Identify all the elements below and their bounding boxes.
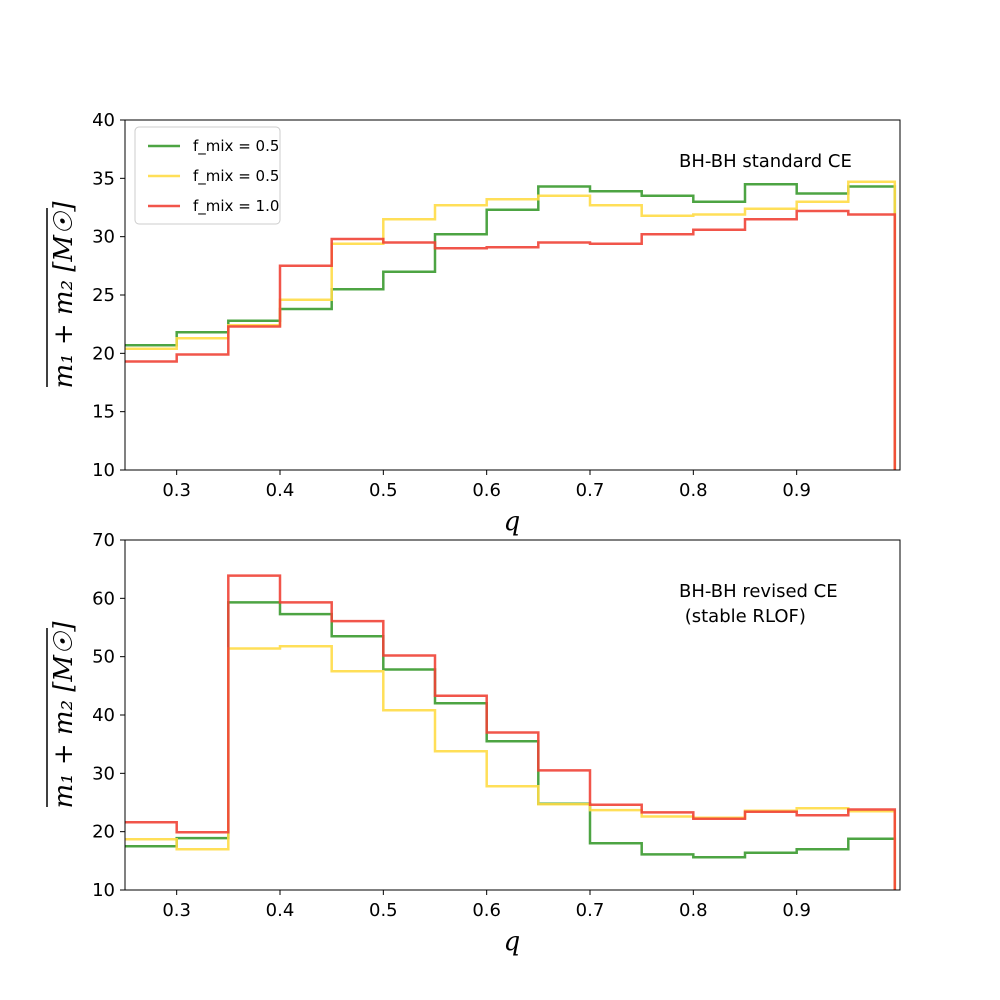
top-ytick-label: 35 xyxy=(92,168,115,189)
bottom-ytick-label: 60 xyxy=(92,588,115,609)
top-xtick-label: 0.9 xyxy=(782,480,811,501)
top-ylabel: m₁ + m₂ [M☉] xyxy=(49,201,79,389)
top-xtick-label: 0.3 xyxy=(162,480,191,501)
bottom-series-lines xyxy=(125,574,897,890)
top-series-red-line xyxy=(125,209,897,470)
bottom-xtick-label: 0.4 xyxy=(266,900,295,921)
bottom-ytick-label: 50 xyxy=(92,647,115,668)
bottom-ytick-label: 10 xyxy=(92,880,115,901)
bottom-xtick-label: 0.3 xyxy=(162,900,191,921)
bottom-xtick-label: 0.6 xyxy=(472,900,501,921)
top-xtick-label: 0.6 xyxy=(472,480,501,501)
top-ytick-label: 20 xyxy=(92,343,115,364)
top-xtick-label: 0.5 xyxy=(369,480,398,501)
legend-label-green: f_mix = 0.5 xyxy=(193,137,279,156)
top-ytick-label: 30 xyxy=(92,227,115,248)
bottom-ytick-label: 30 xyxy=(92,763,115,784)
top-ticks: 0.3 0.4 0.5 0.6 0.7 0.8 0.9 10 15 20 25 30 35 40 xyxy=(92,110,811,501)
top-ytick-label: 10 xyxy=(92,460,115,481)
bottom-xlabel: q xyxy=(504,927,521,957)
top-annotation: BH-BH standard CE xyxy=(679,151,852,172)
bottom-series-red-line xyxy=(125,574,897,890)
legend-label-red: f_mix = 1.0 xyxy=(193,197,279,216)
bottom-annotation-line-1: BH-BH revised CE xyxy=(679,581,838,602)
bottom-ytick-label: 20 xyxy=(92,822,115,843)
legend: f_mix = 0.5 f_mix = 0.5 f_mix = 1.0 xyxy=(134,126,281,225)
bottom-xtick-label: 0.9 xyxy=(782,900,811,921)
bottom-ticks: 0.3 0.4 0.5 0.6 0.7 0.8 0.9 10 20 30 40 50 60 70 xyxy=(92,530,811,921)
top-xlabel: q xyxy=(504,507,521,537)
top-panel: 0.3 0.4 0.5 0.6 0.7 0.8 0.9 10 15 20 25 30 35 40 q m₁… xyxy=(46,110,901,537)
top-ytick-label: 25 xyxy=(92,285,115,306)
bottom-ytick-label: 70 xyxy=(92,530,115,551)
top-xtick-label: 0.7 xyxy=(576,480,605,501)
top-ytick-label: 15 xyxy=(92,402,115,423)
top-ytick-label: 40 xyxy=(92,110,115,131)
top-xtick-label: 0.8 xyxy=(679,480,708,501)
bottom-xtick-label: 0.5 xyxy=(369,900,398,921)
legend-box xyxy=(134,126,281,225)
bottom-annotation-line-2: (stable RLOF) xyxy=(679,606,806,627)
top-series-lines xyxy=(125,180,897,470)
bottom-ylabel: m₁ + m₂ [M☉] xyxy=(49,621,79,809)
bottom-panel: 0.3 0.4 0.5 0.6 0.7 0.8 0.9 10 20 30 40 50 60 70 q m₁… xyxy=(46,530,901,957)
bottom-ytick-label: 40 xyxy=(92,705,115,726)
top-xtick-label: 0.4 xyxy=(266,480,295,501)
legend-label-yellow: f_mix = 0.5 xyxy=(193,167,279,186)
bottom-xtick-label: 0.8 xyxy=(679,900,708,921)
bottom-xtick-label: 0.7 xyxy=(576,900,605,921)
